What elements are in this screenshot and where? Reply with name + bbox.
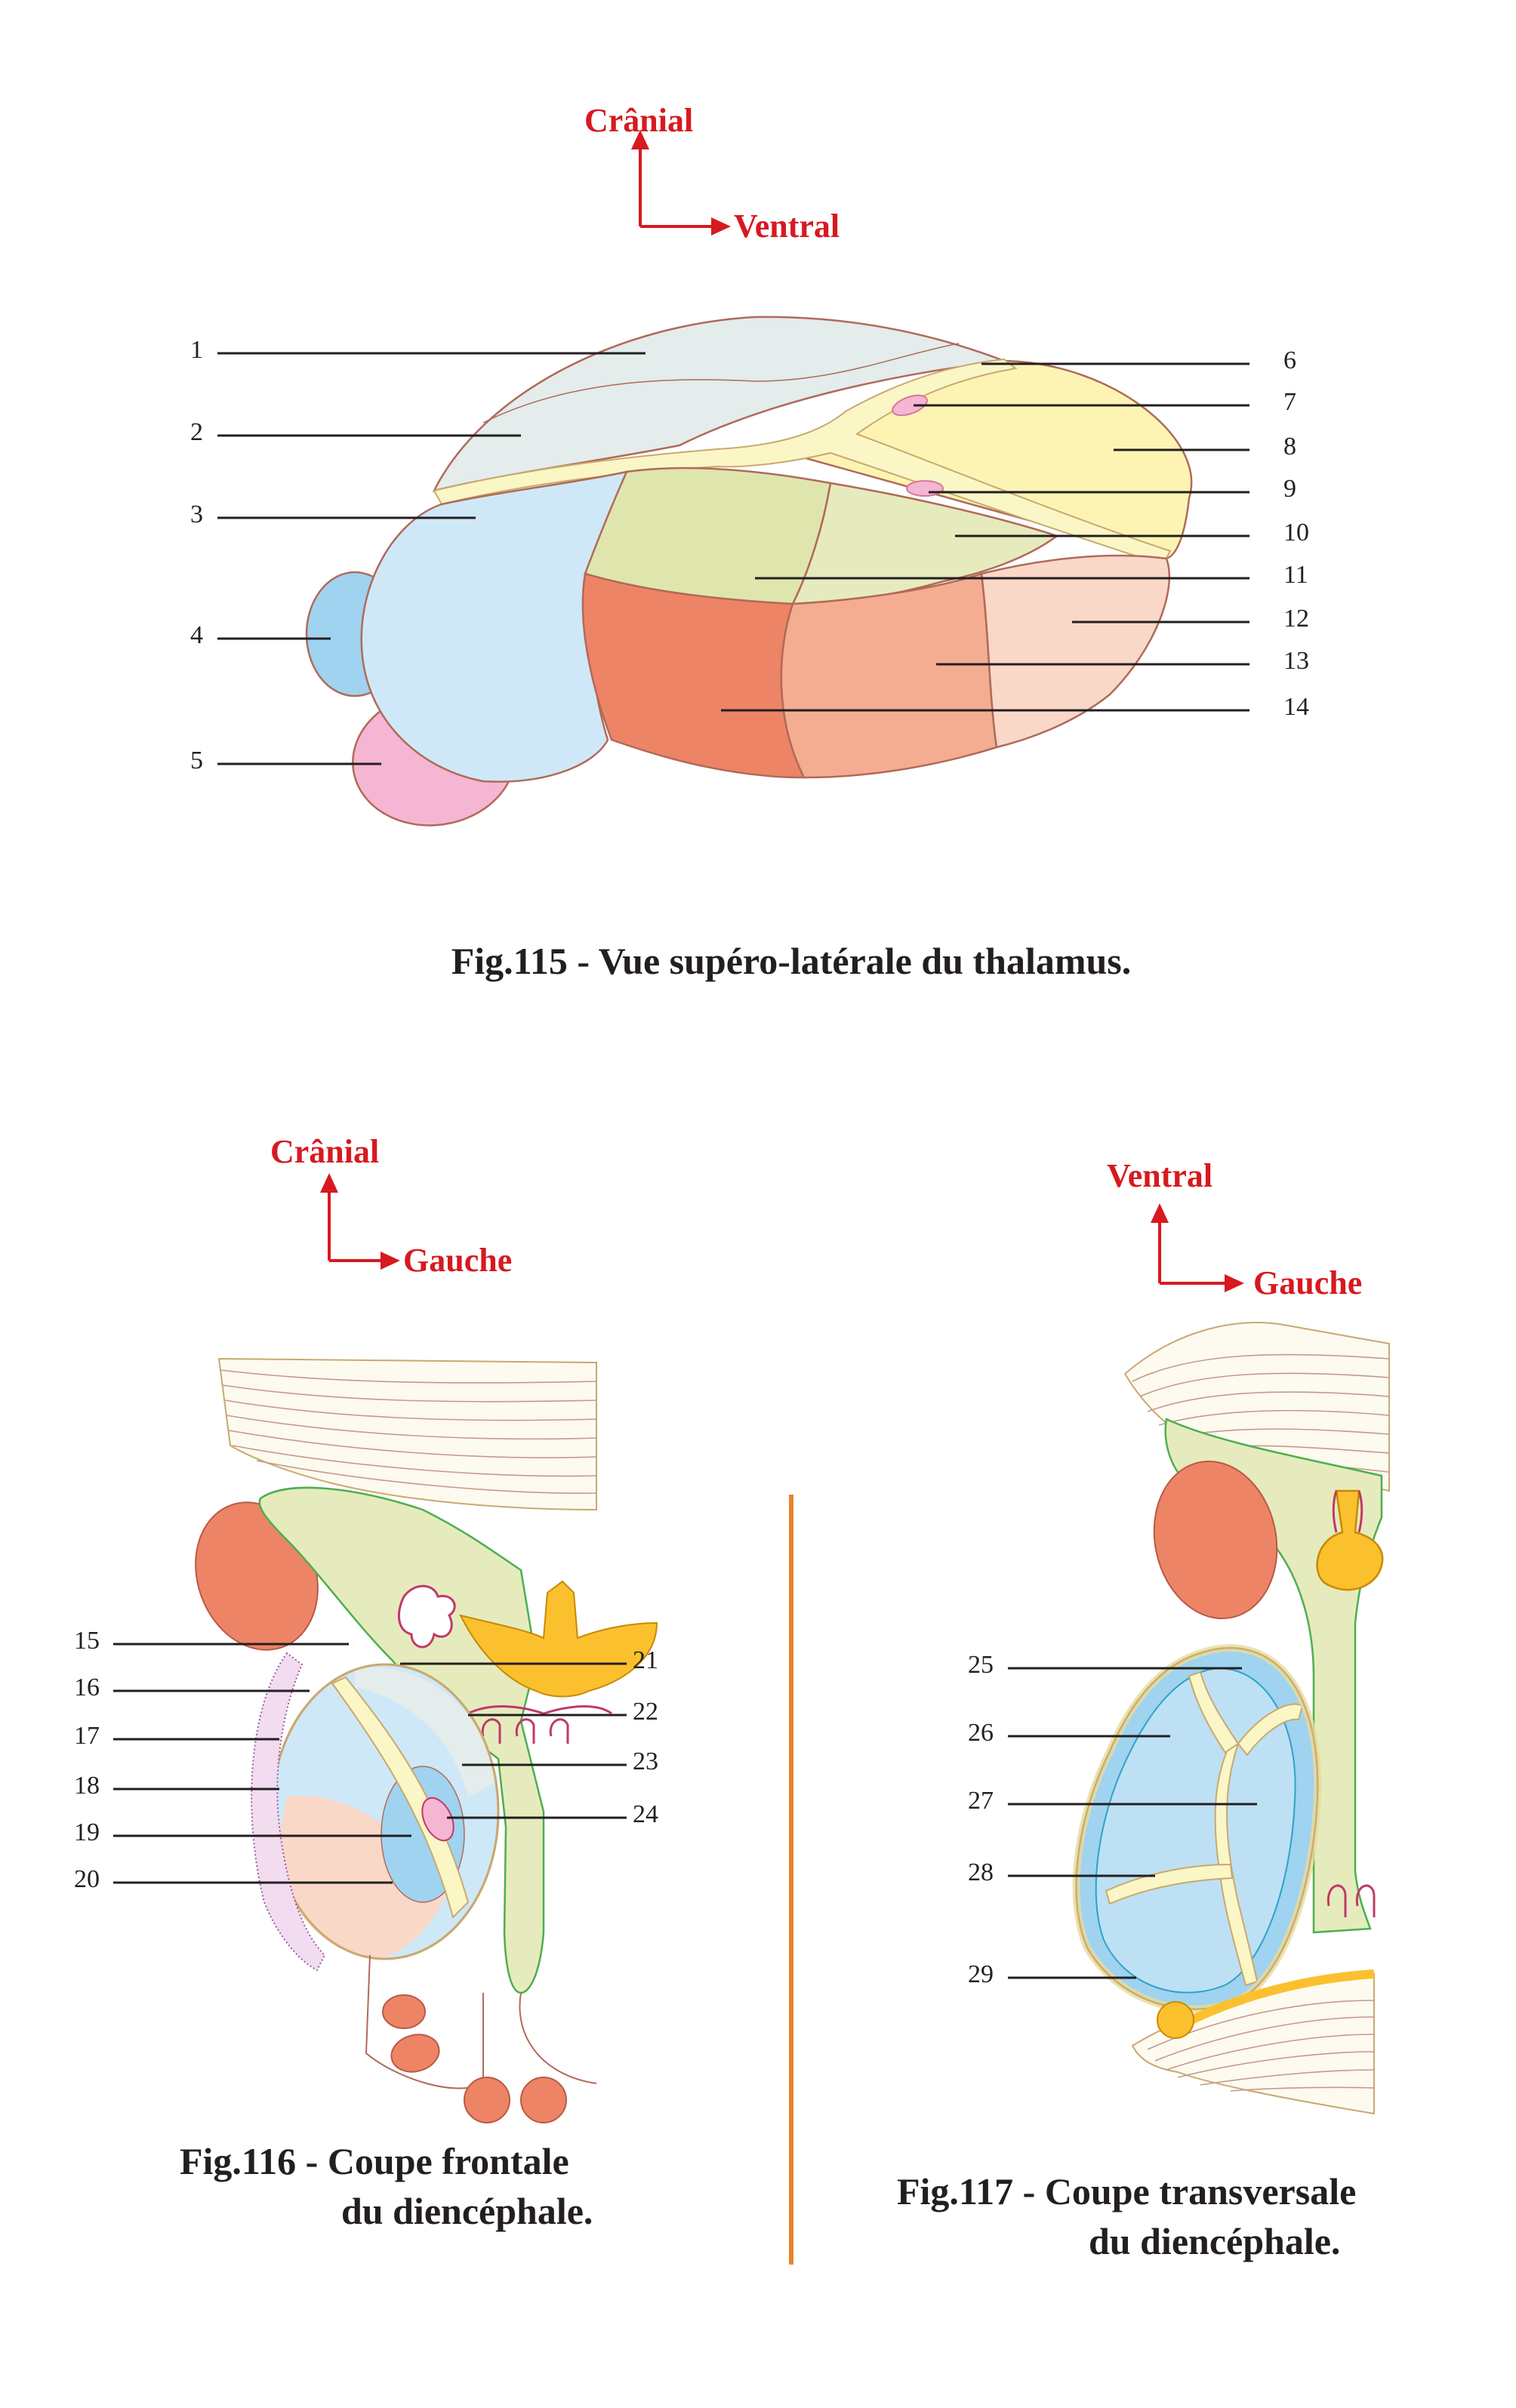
fig117-choroid-loops [1326,1884,1376,1917]
fig116-number-19: 19 [74,1818,100,1846]
fig116-label-cranial: Crânial [270,1133,379,1170]
fig116-vessel-4 [520,2077,567,2123]
fig117-number-27: 27 [968,1787,994,1815]
fig117-transverse-section: Ventral Gauche [897,1157,1390,2262]
fig115-number-1: 1 [190,336,203,364]
fig116-vessel-1 [382,1994,426,2029]
fig116-number-22: 22 [633,1698,658,1726]
fig115-number-14: 14 [1283,693,1309,721]
fig117-caudate-nucleus [1153,1460,1278,1620]
fig115-number-6: 6 [1283,346,1296,374]
fig115-orientation: Crânial Ventral [584,102,840,245]
fig116-thalamus [270,1663,500,1960]
fig115-structure-6 [433,358,1172,566]
fig117-number-25: 25 [968,1651,994,1679]
fig115-structure-7 [892,394,928,417]
fig116-number-16: 16 [74,1674,100,1701]
fig116-choroid-loops [481,1718,569,1744]
fig115-number-11: 11 [1283,561,1308,589]
fig117-number-28: 28 [968,1858,994,1886]
fig117-bottom-fibers [1131,1969,1375,2115]
fig117-label-gauche: Gauche [1253,1264,1362,1301]
fig117-thalamus [1072,1644,1322,2013]
fig115-number-2: 2 [190,418,203,446]
fig115-number-3: 3 [190,500,203,528]
fig115-label-cranial: Crânial [584,102,693,139]
fig116-ependyma-region [258,1486,545,1994]
fig116-leader-lines [113,1643,627,1884]
fig115-number-10: 10 [1283,519,1309,547]
fig117-orientation: Ventral Gauche [1107,1157,1362,1301]
fig116-third-ventricle-roof [459,1580,658,1698]
fig116-number-21: 21 [633,1646,658,1674]
fig116-vessel-2 [390,2034,440,2073]
fig117-number-26: 26 [968,1719,994,1747]
fig117-label-ventral: Ventral [1107,1157,1212,1194]
fig116-caption-line1: Fig.116 - Coupe frontale [180,2140,569,2182]
fig115-number-4: 4 [190,621,203,649]
fig116-caption-line2: du diencéphale. [341,2190,593,2232]
fig116-label-gauche: Gauche [403,1242,512,1279]
fig115-number-9: 9 [1283,475,1296,503]
fig116-number-23: 23 [633,1747,658,1775]
fig116-number-24: 24 [633,1800,658,1828]
fig117-number-29: 29 [968,1960,994,1988]
fig116-frontal-section: Crânial Gauche [74,1133,658,2232]
fig117-leader-lines [1008,1667,1257,1979]
fig117-numbers: 25 26 27 28 29 [968,1651,994,1988]
fig115-thalamus-superolateral: Crânial Ventral [190,102,1309,982]
fig115-structure-14 [581,572,806,779]
fig116-choroid-plexus [397,1584,456,1649]
fig115-leader-lines [217,352,1249,765]
fig116-number-15: 15 [74,1627,100,1655]
fig117-caption-line1: Fig.117 - Coupe transversale [897,2170,1356,2212]
fig115-number-13: 13 [1283,647,1309,675]
fig116-numbers: 15 16 17 18 19 20 21 22 23 24 [74,1627,658,1893]
fig115-caption: Fig.115 - Vue supéro-latérale du thalamu… [451,940,1132,982]
fig117-caption-line2: du diencéphale. [1089,2220,1340,2262]
fig115-number-5: 5 [190,747,203,774]
fig116-reticular-layer [251,1652,326,1972]
fig115-structure-9 [906,480,944,497]
fig115-numbers: 1 2 3 4 5 6 7 8 9 10 11 12 13 14 [190,336,1309,774]
fig115-number-8: 8 [1283,433,1296,460]
fig115-number-12: 12 [1283,605,1309,633]
fig116-number-20: 20 [74,1865,100,1893]
fig116-orientation: Crânial Gauche [270,1133,512,1279]
fig115-structure-13 [780,572,998,779]
fig116-vessel-3 [464,2077,510,2123]
fig117-fornix [1316,1489,1384,1591]
fig116-callosal-fibers [217,1357,597,1511]
fig115-structure-10 [790,482,1059,605]
fig115-label-ventral: Ventral [734,208,840,245]
fig116-number-17: 17 [74,1722,100,1750]
fig116-number-18: 18 [74,1772,100,1800]
fig115-number-7: 7 [1283,388,1296,416]
fig115-structure-12 [980,554,1170,749]
